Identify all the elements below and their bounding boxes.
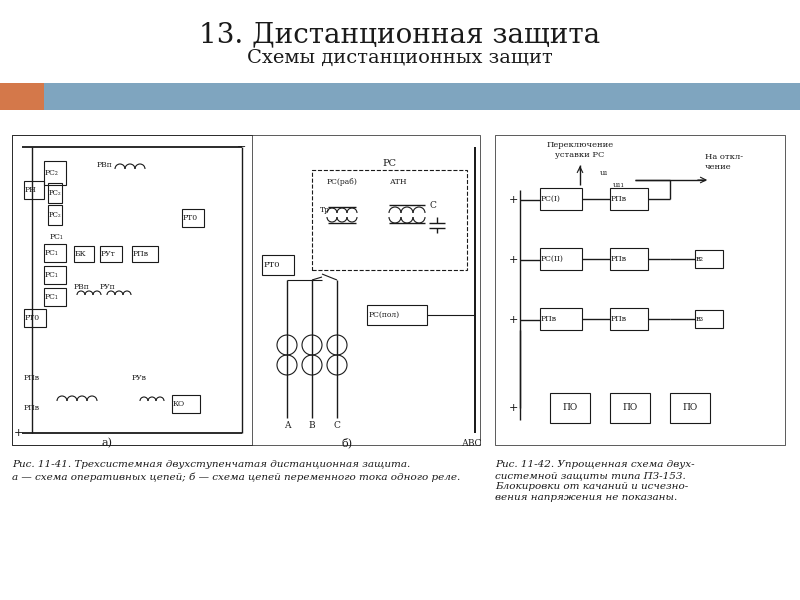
Text: РС₂: РС₂ (45, 169, 59, 177)
Text: б): б) (342, 437, 353, 448)
Text: ПО: ПО (682, 403, 698, 413)
Bar (12, 135, 480, 445)
Text: +: + (508, 255, 518, 265)
Bar (695, 310, 723, 328)
Bar (0, 83, 44, 110)
Text: Блокировки от качаний и исчезно-: Блокировки от качаний и исчезно- (495, 482, 688, 491)
Text: РС₁: РС₁ (50, 233, 64, 241)
Text: РУт: РУт (101, 250, 116, 258)
Text: +: + (508, 195, 518, 205)
Text: в₃: в₃ (696, 315, 704, 323)
Text: чение: чение (705, 163, 732, 171)
Text: ПО: ПО (622, 403, 638, 413)
Text: 13. Дистанционная защита: 13. Дистанционная защита (199, 22, 601, 49)
Text: u₁: u₁ (600, 169, 609, 177)
Text: РН: РН (25, 186, 37, 194)
Text: в₂: в₂ (696, 255, 704, 263)
Bar (24, 181, 44, 199)
Bar (44, 161, 66, 185)
Bar (495, 135, 785, 445)
Bar (610, 248, 648, 270)
Bar (48, 205, 62, 225)
Bar (540, 248, 582, 270)
Bar (670, 393, 710, 423)
Bar (48, 183, 62, 203)
Text: РС(I): РС(I) (541, 195, 561, 203)
Text: системной защиты типа ПЗ-153.: системной защиты типа ПЗ-153. (495, 471, 686, 480)
Bar (44, 288, 66, 306)
Text: РС(раб): РС(раб) (327, 178, 358, 186)
Text: u₁₁: u₁₁ (613, 181, 625, 189)
Text: уставки РС: уставки РС (555, 151, 605, 159)
Text: а): а) (102, 438, 113, 448)
Text: РТ0: РТ0 (264, 261, 281, 269)
Text: На откл-: На откл- (705, 153, 743, 161)
Text: С: С (430, 200, 437, 209)
Bar (540, 188, 582, 210)
Text: +: + (508, 315, 518, 325)
Text: АВС: АВС (462, 439, 482, 448)
Bar (610, 393, 650, 423)
Text: вения напряжения не показаны.: вения напряжения не показаны. (495, 493, 678, 502)
Text: A: A (284, 421, 290, 430)
Bar (172, 395, 200, 413)
Text: РУв: РУв (132, 374, 147, 382)
Text: РПв: РПв (541, 315, 557, 323)
Text: РС: РС (382, 160, 397, 169)
Bar (44, 83, 800, 110)
Bar (610, 308, 648, 330)
Bar (12, 135, 252, 445)
Bar (182, 209, 204, 227)
Text: РУп: РУп (100, 283, 116, 291)
Bar (262, 255, 294, 275)
Text: Схемы дистанционных защит: Схемы дистанционных защит (247, 49, 553, 67)
Text: БК: БК (75, 250, 86, 258)
Text: РТ0: РТ0 (25, 314, 40, 322)
Text: РПв: РПв (24, 374, 40, 382)
Text: РС₁: РС₁ (45, 249, 59, 257)
Bar (695, 250, 723, 268)
Text: РС(II): РС(II) (541, 255, 564, 263)
Bar (367, 305, 427, 325)
Bar (74, 246, 94, 262)
Text: РС(пол): РС(пол) (369, 311, 400, 319)
Bar (540, 308, 582, 330)
Text: РС₁: РС₁ (45, 271, 59, 279)
Bar (610, 188, 648, 210)
Text: РПв: РПв (611, 315, 627, 323)
Bar (550, 393, 590, 423)
Bar (24, 309, 46, 327)
Text: Рис. 11-42. Упрощенная схема двух-: Рис. 11-42. Упрощенная схема двух- (495, 460, 694, 469)
Text: РС₂: РС₂ (49, 211, 62, 219)
Bar (132, 246, 158, 262)
Text: РВп: РВп (74, 283, 90, 291)
Text: +: + (14, 428, 23, 438)
Bar (44, 266, 66, 284)
Text: РВп: РВп (97, 161, 113, 169)
Text: РПв: РПв (133, 250, 149, 258)
Text: РПв: РПв (611, 195, 627, 203)
Bar (312, 170, 467, 270)
Bar (100, 246, 122, 262)
Text: РС₁: РС₁ (45, 293, 59, 301)
Text: РС₂: РС₂ (49, 189, 62, 197)
Text: ПО: ПО (562, 403, 578, 413)
Text: Тр: Тр (320, 206, 330, 214)
Text: РПв: РПв (24, 404, 40, 412)
Text: РПв: РПв (611, 255, 627, 263)
Text: −: − (237, 142, 246, 152)
Bar (44, 244, 66, 262)
Text: +: + (508, 403, 518, 413)
Text: B: B (309, 421, 315, 430)
Text: а — схема оперативных цепей; б — схема цепей переменного тока одного реле.: а — схема оперативных цепей; б — схема ц… (12, 473, 460, 482)
Text: Рис. 11-41. Трехсистемная двухступенчатая дистанционная защита.: Рис. 11-41. Трехсистемная двухступенчата… (12, 460, 410, 469)
Text: C: C (334, 421, 341, 430)
Text: Переключение: Переключение (546, 141, 614, 149)
Text: АТН: АТН (390, 178, 407, 186)
Text: КО: КО (173, 400, 185, 408)
Text: РТ0: РТ0 (183, 214, 198, 222)
